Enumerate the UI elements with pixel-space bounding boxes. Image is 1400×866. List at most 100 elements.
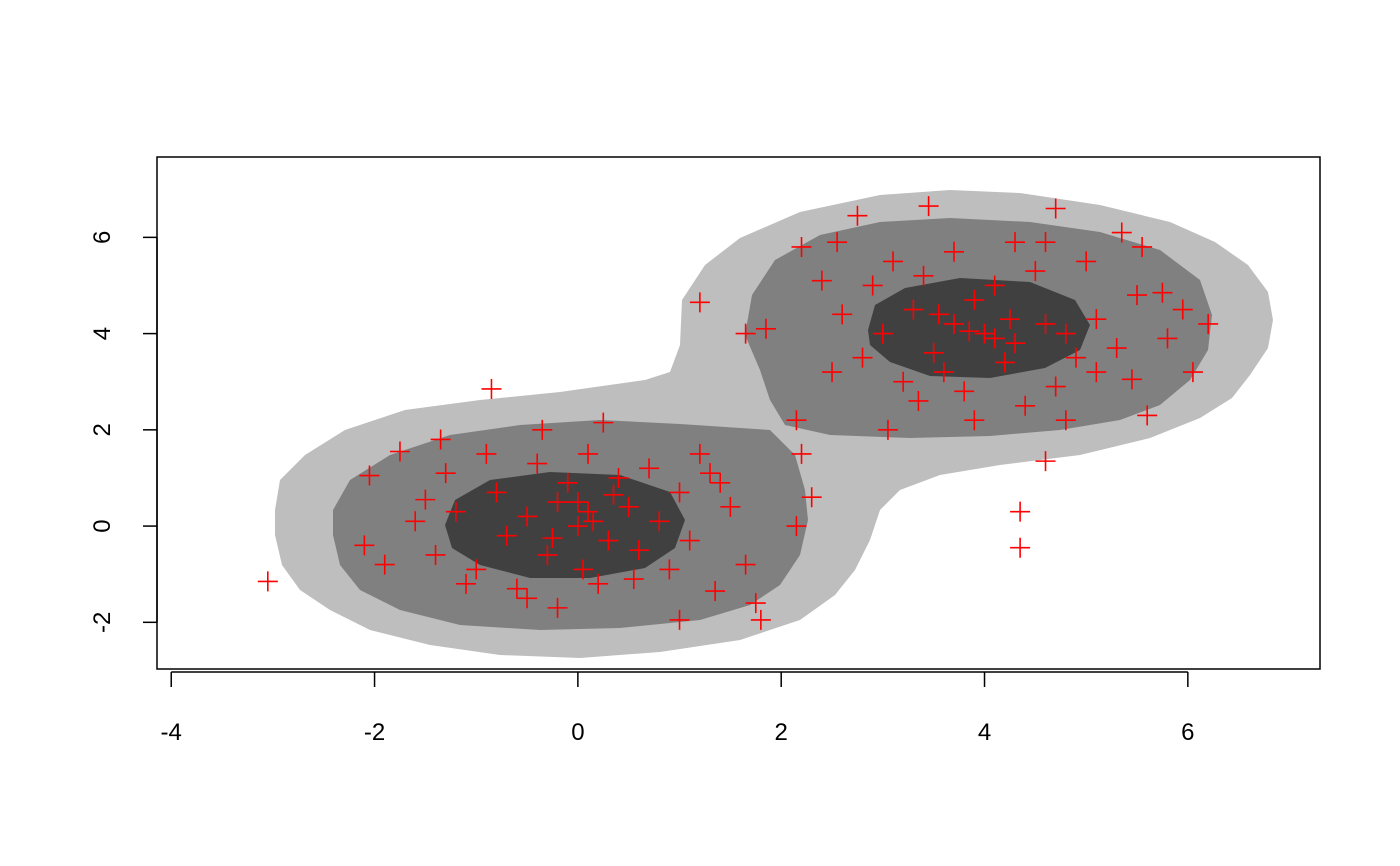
point	[944, 313, 965, 334]
point	[430, 429, 451, 450]
y-tick-label: 0	[89, 519, 116, 532]
point	[710, 472, 731, 493]
point	[883, 251, 904, 272]
point	[537, 544, 558, 565]
point	[827, 232, 848, 253]
point	[974, 323, 995, 344]
point	[893, 371, 914, 392]
point	[527, 453, 548, 474]
x-tick-label: 4	[978, 719, 991, 746]
point	[1005, 333, 1026, 354]
point	[1005, 232, 1026, 253]
point	[999, 309, 1020, 330]
point	[374, 554, 395, 575]
point	[903, 299, 924, 320]
y-tick-label: 6	[89, 231, 116, 244]
point	[811, 270, 832, 291]
point	[1152, 282, 1173, 303]
point	[389, 441, 410, 462]
point	[1015, 395, 1036, 416]
point	[1010, 501, 1031, 522]
point	[486, 482, 507, 503]
point	[1086, 309, 1107, 330]
point	[1035, 232, 1056, 253]
point	[572, 559, 593, 580]
point	[1157, 328, 1178, 349]
point	[1066, 347, 1087, 368]
point	[496, 525, 517, 546]
point	[547, 492, 568, 513]
x-tick-label: -2	[364, 719, 385, 746]
point	[257, 571, 278, 592]
point	[598, 530, 619, 551]
point	[1055, 410, 1076, 431]
point	[928, 304, 949, 325]
point	[542, 528, 563, 549]
point	[750, 609, 771, 630]
point	[791, 236, 812, 257]
point	[623, 569, 644, 590]
point	[1010, 537, 1031, 558]
point	[567, 492, 588, 513]
x-tick-label: 0	[571, 719, 584, 746]
point	[944, 241, 965, 262]
point	[557, 472, 578, 493]
point	[1127, 285, 1148, 306]
point	[669, 482, 690, 503]
point	[466, 559, 487, 580]
point	[832, 304, 853, 325]
point	[1132, 236, 1153, 257]
x-tick-label: 2	[775, 719, 788, 746]
point	[847, 205, 868, 226]
point	[359, 465, 380, 486]
point	[755, 318, 776, 339]
x-tick-label: -4	[161, 719, 182, 746]
point	[791, 443, 812, 464]
point	[1025, 261, 1046, 282]
point	[994, 352, 1015, 373]
point	[877, 419, 898, 440]
point	[862, 275, 883, 296]
point	[659, 559, 680, 580]
point	[689, 443, 710, 464]
point	[578, 443, 599, 464]
point	[984, 275, 1005, 296]
point	[913, 265, 934, 286]
point	[1182, 362, 1203, 383]
point	[669, 609, 690, 630]
point	[628, 540, 649, 561]
point	[679, 530, 700, 551]
point	[689, 292, 710, 313]
point	[481, 378, 502, 399]
point	[517, 588, 538, 609]
point	[1121, 369, 1142, 390]
point	[354, 535, 375, 556]
point	[705, 581, 726, 602]
point	[786, 516, 807, 537]
point	[908, 390, 929, 411]
point	[1045, 376, 1066, 397]
point	[735, 323, 756, 344]
point	[608, 467, 629, 488]
point	[593, 412, 614, 433]
point	[1035, 313, 1056, 334]
point	[649, 511, 670, 532]
point	[1198, 313, 1219, 334]
point	[923, 342, 944, 363]
y-tick-label: -2	[89, 612, 116, 633]
point	[588, 573, 609, 594]
point	[700, 463, 721, 484]
point	[506, 578, 527, 599]
point	[801, 487, 822, 508]
point	[476, 443, 497, 464]
point	[456, 573, 477, 594]
point	[1045, 198, 1066, 219]
point	[405, 511, 426, 532]
point	[933, 362, 954, 383]
point	[1172, 299, 1193, 320]
point	[964, 410, 985, 431]
point	[603, 484, 624, 505]
point	[445, 501, 466, 522]
point	[1106, 338, 1127, 359]
